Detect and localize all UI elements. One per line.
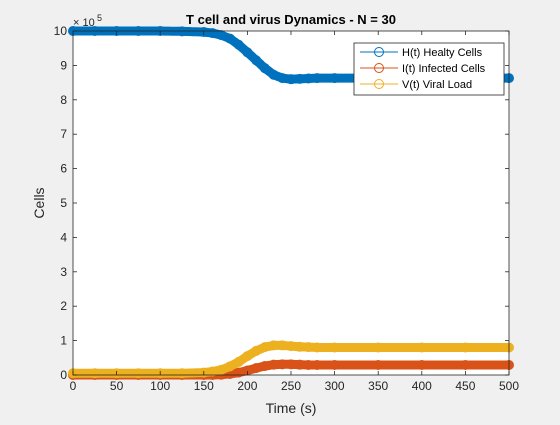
data-point	[251, 363, 262, 374]
x-tick-label: 0	[70, 379, 77, 393]
x-tick-label: 450	[455, 379, 475, 393]
data-point	[133, 368, 144, 379]
data-point	[251, 345, 262, 356]
y-tick-label: 8	[60, 93, 67, 107]
legend: H(t) Healty Cells I(t) Infected Cells V(t)…	[353, 42, 505, 96]
y-axis-label: Cells	[31, 187, 47, 218]
data-point	[312, 342, 323, 353]
series-3	[68, 340, 514, 379]
data-point	[329, 342, 340, 353]
data-point	[312, 360, 323, 371]
data-point	[224, 361, 235, 372]
data-point	[460, 342, 471, 353]
data-point	[177, 368, 187, 379]
legend-label: I(t) Infected Cells	[402, 63, 486, 75]
x-tick-label: 400	[412, 379, 432, 393]
y-tick-label: 10	[54, 24, 68, 38]
data-point	[294, 73, 305, 84]
data-point	[373, 342, 384, 353]
data-point	[89, 368, 100, 379]
data-point	[242, 47, 253, 58]
data-point	[294, 341, 305, 352]
x-tick-label: 150	[194, 379, 214, 393]
data-point	[259, 361, 270, 372]
data-point	[303, 342, 314, 353]
x-tick-label: 350	[368, 379, 388, 393]
data-point	[286, 359, 296, 370]
y-tick-label: 5	[60, 196, 67, 210]
legend-marker	[374, 47, 384, 57]
x-tick-label: 100	[150, 379, 170, 393]
data-point	[242, 351, 253, 362]
data-point	[233, 367, 244, 378]
legend-entry: V(t) Viral Load	[360, 79, 472, 91]
data-point	[268, 69, 279, 80]
data-point	[224, 33, 235, 44]
data-point	[312, 73, 323, 84]
x-tick-label: 300	[325, 379, 345, 393]
x-tick-label: 200	[237, 379, 257, 393]
y-tick-label: 6	[60, 162, 67, 176]
data-point	[207, 28, 218, 39]
x-tick-label: 500	[499, 379, 519, 393]
y-tick-label: 2	[60, 299, 67, 313]
data-point	[268, 340, 279, 351]
data-point	[294, 359, 305, 370]
data-point	[303, 360, 314, 371]
y-tick-label: 7	[60, 127, 67, 141]
data-point	[277, 73, 288, 84]
y-tick-label: 4	[60, 230, 67, 244]
y-tick-label: 9	[60, 58, 67, 72]
data-point	[268, 359, 279, 370]
data-point	[329, 360, 340, 371]
x-tick-label: 50	[110, 379, 124, 393]
legend-marker	[374, 79, 384, 89]
data-point	[416, 342, 427, 353]
legend-label: V(t) Viral Load	[402, 79, 472, 91]
y-tick-label: 0	[60, 368, 67, 382]
data-point	[329, 73, 340, 84]
x-tick-label: 250	[281, 379, 301, 393]
data-point	[286, 74, 296, 85]
data-point	[303, 73, 314, 84]
y-exponent-power: 5	[97, 13, 102, 23]
data-point	[233, 356, 244, 367]
data-point	[259, 63, 270, 74]
data-point	[286, 341, 296, 352]
data-point	[216, 364, 227, 375]
x-axis-label: Time (s)	[266, 400, 317, 416]
data-point	[277, 359, 288, 370]
data-point	[277, 340, 288, 351]
y-tick-label: 1	[60, 334, 67, 348]
data-point	[233, 39, 244, 50]
legend-entry: I(t) Infected Cells	[360, 63, 486, 75]
data-point	[460, 360, 471, 371]
data-point	[259, 342, 270, 353]
legend-label: H(t) Healty Cells	[402, 47, 483, 59]
data-point	[251, 55, 262, 66]
data-point	[373, 360, 384, 371]
data-point	[416, 360, 427, 371]
y-exponent-multiplier: × 10	[73, 17, 95, 29]
legend-marker	[374, 63, 384, 73]
legend-entry: H(t) Healty Cells	[360, 47, 483, 59]
chart-title: T cell and virus Dynamics - N = 30	[186, 12, 396, 27]
y-tick-label: 3	[60, 265, 67, 279]
data-point	[216, 30, 227, 41]
x-axis: 0 50 100 150 200 250 300 350 400 450 500	[70, 31, 519, 393]
y-axis: 0 1 2 3 4 5 6 7 8 9 10	[54, 24, 509, 382]
